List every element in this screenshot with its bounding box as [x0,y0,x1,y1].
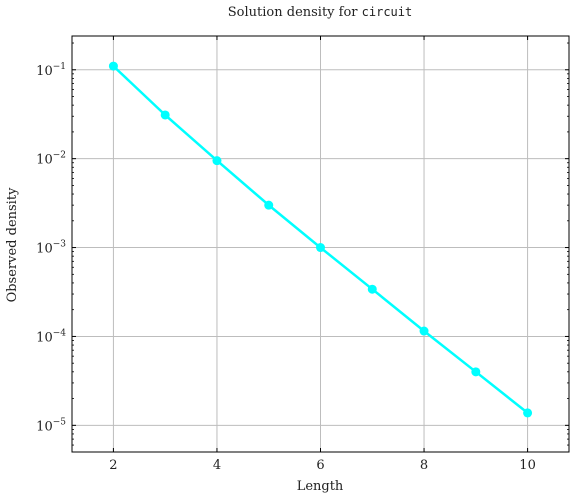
x-tick-label: 8 [420,458,428,473]
x-axis-label: Length [297,479,344,494]
grid [72,36,569,452]
data-point [523,408,533,418]
data-point [316,243,325,253]
y-axis-label: Observed density [5,187,20,302]
y-tick-label: 10−5 [36,417,66,434]
series-group [108,61,533,418]
x-tick-label: 6 [316,458,324,473]
data-point [471,367,481,377]
y-tick-label: 10−1 [36,62,66,79]
data-point [264,200,274,210]
data-point [108,61,118,71]
data-point [160,110,170,120]
data-point [212,156,222,166]
data-point [419,326,429,336]
y-tick-label: 10−4 [36,328,66,345]
y-tick-label: 10−2 [36,151,66,168]
chart-title: Solution density for circuit [228,5,412,20]
y-tick-label: 10−3 [36,240,66,257]
x-tick-label: 10 [519,458,536,473]
data-point [367,284,377,294]
x-tick-label: 2 [109,458,117,473]
tick-labels: 2 4 6 8 10 10−1 10−2 10−3 10−4 10−5 [36,36,569,473]
x-tick-label: 4 [213,458,221,473]
